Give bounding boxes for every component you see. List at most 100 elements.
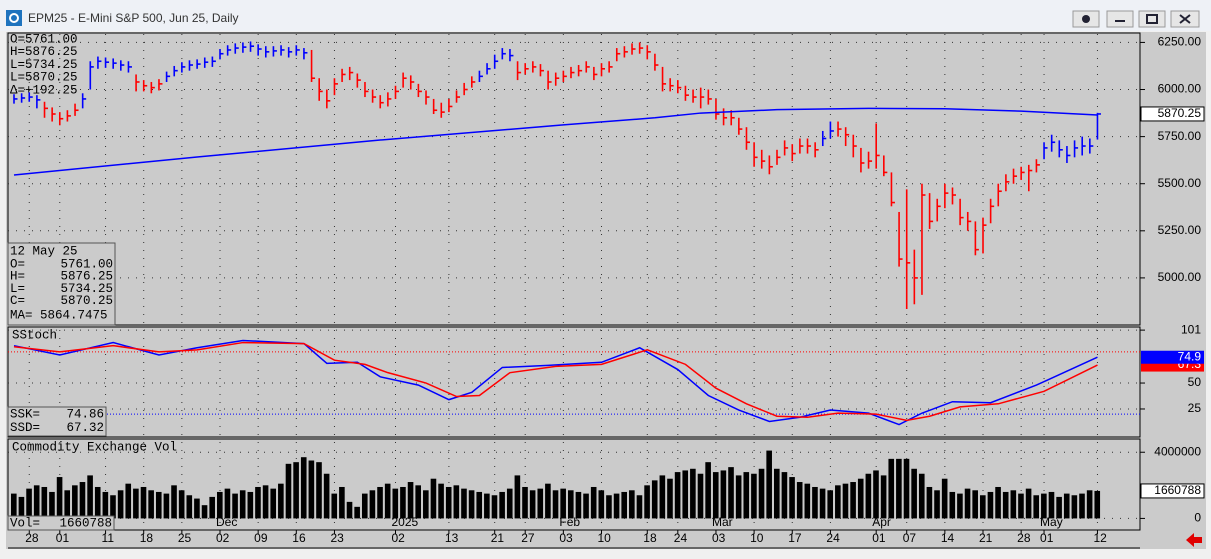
volume-bar — [255, 486, 261, 519]
volume-bar — [911, 468, 917, 519]
volume-bar — [117, 490, 124, 519]
volume-bar — [26, 488, 32, 519]
volume-bar — [789, 477, 795, 519]
window-buttons[interactable] — [1072, 10, 1200, 28]
volume-bar — [598, 490, 605, 519]
volume-bar — [361, 493, 368, 519]
volume-bar — [827, 490, 834, 519]
volume-bar — [651, 480, 658, 519]
x-tick-label: 11 — [102, 531, 115, 545]
volume-bar — [339, 486, 345, 519]
volume-bar — [423, 490, 429, 519]
last-value-box — [1140, 483, 1205, 499]
volume-bar — [484, 493, 490, 519]
volume-bar — [522, 486, 528, 519]
volume-bar — [728, 467, 734, 519]
x-tick-label: 14 — [941, 531, 955, 545]
y-tick-label: 5000.00 — [1158, 270, 1202, 284]
readout-key: Vol= — [10, 516, 40, 530]
last-value-label: 1660788 — [1154, 483, 1201, 497]
x-month-label: May — [1040, 515, 1063, 529]
volume-bar — [300, 457, 307, 519]
volume-bar — [583, 493, 589, 519]
minimize-button[interactable] — [1106, 10, 1134, 28]
x-tick-label: 01 — [56, 531, 70, 545]
stoch-line — [13, 341, 1098, 422]
volume-bar — [743, 472, 750, 519]
ohlc-info: O=5761.00 — [10, 32, 78, 46]
readout-value: 67.32 — [66, 421, 104, 435]
x-tick-label: 16 — [292, 531, 306, 545]
volume-bar — [209, 496, 215, 519]
data-window-value: 5761.00 — [60, 257, 113, 271]
volume-bar — [194, 498, 200, 519]
volume-bar — [346, 501, 353, 519]
volume-bar — [865, 473, 872, 519]
volume-bar — [278, 483, 284, 519]
volume-bar — [201, 505, 208, 519]
y-tick-label: 25 — [1188, 401, 1202, 415]
volume-bar — [629, 490, 635, 519]
x-tick-label: 02 — [216, 531, 230, 545]
x-tick-label: 23 — [330, 531, 344, 545]
volume-bar — [285, 463, 292, 519]
volume-bar — [926, 486, 933, 519]
readout-box — [7, 515, 115, 531]
x-tick-label: 25 — [178, 531, 192, 545]
volume-bar — [392, 488, 399, 519]
volume-bar — [674, 472, 681, 519]
scroll-arrow[interactable] — [1186, 533, 1202, 547]
volume-bar — [354, 506, 360, 519]
button-icon — [1082, 15, 1090, 23]
volume-bar — [140, 486, 147, 519]
volume-bar — [331, 493, 338, 519]
volume-bar — [18, 496, 25, 519]
volume-bar — [453, 485, 460, 519]
volume-bar — [590, 486, 597, 519]
y-tick-label: 101 — [1181, 322, 1201, 336]
volume-bar — [110, 495, 116, 519]
x-tick-label: 24 — [826, 531, 840, 545]
volume-bar — [186, 495, 193, 519]
window-title: EPM25 - E-Mini S&P 500, Jun 25, Daily — [28, 11, 239, 25]
button-icon — [1115, 20, 1125, 22]
volume-bar — [857, 478, 864, 519]
volume-bar — [957, 493, 963, 519]
volume-bar — [766, 450, 772, 519]
volume-bar — [377, 486, 383, 519]
volume-bar — [33, 485, 40, 519]
volume-bar — [537, 488, 544, 519]
volume-bar — [903, 458, 910, 519]
volume-bar — [407, 482, 414, 519]
ohlc-info: H=5876.25 — [10, 45, 78, 59]
stoch-line — [13, 339, 1098, 426]
restore-button[interactable] — [1138, 10, 1166, 28]
price-panel — [7, 32, 1141, 326]
x-tick-label: 09 — [254, 531, 268, 545]
volume-bar — [79, 482, 86, 519]
volume-bar — [529, 490, 536, 519]
volume-bar — [87, 475, 93, 519]
x-tick-label: 01 — [872, 531, 886, 545]
x-tick-label: 12 — [1093, 531, 1107, 545]
y-tick-label: 5750.00 — [1158, 129, 1202, 143]
x-tick-label: 13 — [445, 531, 459, 545]
data-window-ma: MA= 5864.7475 — [10, 308, 108, 322]
volume-panel — [7, 438, 1141, 531]
volume-bar — [972, 490, 978, 519]
volume-bar — [575, 491, 582, 519]
volume-bar — [1010, 490, 1017, 519]
x-tick-label: 18 — [643, 531, 657, 545]
volume-bar — [1002, 491, 1009, 519]
last-value-box — [1140, 106, 1205, 122]
x-tick-label: 24 — [674, 531, 688, 545]
x-tick-label: 10 — [750, 531, 764, 545]
y-tick-label: 5250.00 — [1158, 223, 1202, 237]
data-window-value: 5876.25 — [60, 270, 113, 284]
volume-bar — [72, 485, 78, 519]
x-month-label: Feb — [559, 515, 580, 529]
data-window-key: O= — [10, 257, 25, 271]
volume-bar — [880, 475, 887, 519]
volume-bar — [400, 486, 406, 519]
